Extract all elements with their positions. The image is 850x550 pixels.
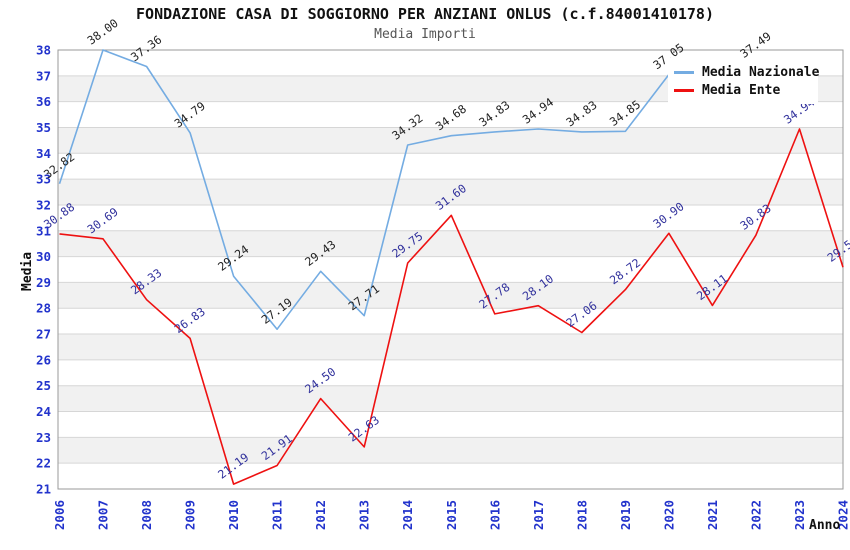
grid-band <box>58 230 843 257</box>
y-tick-label: 25 <box>36 378 51 393</box>
x-tick-label: 2012 <box>313 500 328 530</box>
chart-title: FONDAZIONE CASA DI SOGGIORNO PER ANZIANI… <box>136 5 714 23</box>
chart-subtitle: Media Importi <box>374 27 476 42</box>
y-tick-label: 24 <box>36 404 51 419</box>
y-tick-label: 30 <box>36 249 51 264</box>
x-tick-label: 2006 <box>52 500 67 530</box>
plot-border <box>57 49 844 490</box>
y-tick-label: 21 <box>36 482 51 497</box>
x-tick-label: 2015 <box>444 500 459 530</box>
data-label: 34.83 <box>563 98 599 130</box>
x-tick-label: 2020 <box>661 500 676 530</box>
grid-band <box>58 334 843 360</box>
x-tick-label: 2017 <box>531 500 546 530</box>
y-tick-label: 35 <box>36 120 51 135</box>
y-tick-label: 34 <box>36 146 51 161</box>
legend-swatch-icon <box>674 70 694 74</box>
y-tick-label: 29 <box>36 275 51 290</box>
x-tick-label: 2011 <box>270 500 285 530</box>
x-tick-label: 2010 <box>226 500 241 530</box>
series-line-media-nazionale <box>58 49 757 330</box>
y-tick-label: 37 <box>36 68 51 83</box>
x-tick-label: 2013 <box>357 500 372 530</box>
series-line-media-ente <box>59 128 844 485</box>
y-tick-label: 23 <box>36 430 51 445</box>
y-tick-label: 33 <box>36 172 51 187</box>
data-label: 30.83 <box>737 201 773 233</box>
data-label: 34.83 <box>476 98 512 130</box>
legend: Media Nazionale Media Ente <box>668 58 819 104</box>
grid-band <box>58 282 843 309</box>
x-tick-label: 2022 <box>748 500 763 530</box>
y-tick-label: 32 <box>36 197 51 212</box>
x-tick-label: 2024 <box>836 500 850 530</box>
x-tick-label: 2008 <box>139 500 154 530</box>
x-tick-label: 2016 <box>487 500 502 530</box>
y-tick-label: 28 <box>36 301 51 316</box>
y-tick-label: 26 <box>36 352 51 367</box>
x-tick-label: 2007 <box>96 500 111 530</box>
grid-band <box>58 437 843 464</box>
legend-swatch-icon <box>674 88 694 92</box>
grid-band <box>58 179 843 205</box>
grid-band <box>58 127 843 154</box>
y-tick-label: 27 <box>36 327 51 342</box>
y-axis-title: Media <box>20 252 35 291</box>
y-tick-label: 36 <box>36 94 51 109</box>
data-label: 34.79 <box>172 99 208 131</box>
grid-band <box>58 385 843 412</box>
x-tick-label: 2018 <box>574 500 589 530</box>
x-tick-label: 2023 <box>792 500 807 530</box>
legend-label: Media Ente <box>702 82 781 98</box>
data-label: 26.83 <box>172 304 208 336</box>
legend-item-media-ente: Media Ente <box>674 81 812 99</box>
y-tick-label: 22 <box>36 456 51 471</box>
x-tick-label: 2014 <box>400 500 415 530</box>
legend-item-media-nazionale: Media Nazionale <box>674 63 819 81</box>
x-tick-label: 2021 <box>705 500 720 530</box>
x-axis-title: Anno <box>809 518 840 533</box>
x-tick-label: 2009 <box>183 500 198 530</box>
y-tick-label: 31 <box>36 223 51 238</box>
legend-label: Media Nazionale <box>702 64 820 80</box>
x-tick-label: 2019 <box>618 500 633 530</box>
y-tick-label: 38 <box>36 43 51 58</box>
